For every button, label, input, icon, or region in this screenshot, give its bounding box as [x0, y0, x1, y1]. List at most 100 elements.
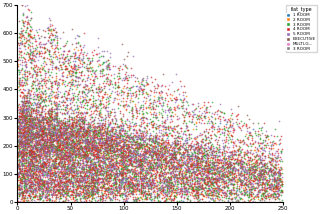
Point [83, 129, 88, 132]
Point [140, 168, 145, 172]
Point [64, 134, 69, 137]
Point [210, 182, 215, 185]
Point [125, 153, 131, 157]
Point [51, 127, 56, 130]
Point [253, 150, 259, 154]
Point [275, 178, 280, 181]
Point [117, 184, 122, 188]
Point [188, 177, 193, 181]
Point [242, 150, 247, 153]
Point [205, 163, 210, 166]
Point [251, 174, 256, 178]
Point [51, 122, 56, 125]
Point [30, 169, 35, 172]
Point [16, 110, 21, 114]
Point [147, 144, 152, 147]
Point [67, 168, 72, 171]
Point [112, 153, 117, 156]
Point [168, 152, 173, 156]
Point [97, 141, 102, 144]
Point [48, 71, 53, 74]
Point [92, 126, 98, 130]
Point [195, 114, 200, 117]
Point [146, 172, 151, 176]
Point [60, 120, 66, 124]
Point [57, 135, 62, 138]
Point [19, 184, 24, 187]
Point [87, 162, 92, 165]
Point [248, 190, 253, 193]
Point [136, 171, 141, 175]
Point [215, 169, 220, 172]
Point [264, 186, 269, 190]
Point [110, 126, 115, 129]
Point [217, 161, 222, 165]
Point [94, 171, 99, 174]
Point [223, 159, 228, 162]
Point [126, 139, 131, 143]
Point [234, 158, 239, 161]
Point [17, 180, 22, 184]
Point [36, 145, 42, 149]
Point [200, 187, 205, 190]
Point [20, 179, 25, 183]
Point [185, 189, 190, 193]
Point [255, 183, 260, 186]
Point [21, 120, 27, 123]
Point [47, 135, 52, 139]
Point [80, 80, 85, 83]
Point [95, 147, 100, 150]
Point [243, 168, 248, 172]
Point [60, 82, 65, 85]
Point [192, 175, 197, 178]
Point [76, 150, 81, 154]
Point [27, 154, 32, 157]
Point [76, 113, 81, 116]
Point [79, 134, 84, 137]
Point [211, 172, 216, 175]
Point [94, 187, 99, 190]
Point [108, 199, 113, 202]
Point [108, 150, 113, 153]
Point [233, 166, 238, 170]
Point [29, 140, 35, 144]
Point [43, 170, 48, 173]
Point [68, 126, 73, 129]
Point [53, 162, 59, 165]
Point [228, 166, 233, 169]
Point [204, 169, 209, 172]
Point [110, 158, 115, 161]
Point [97, 127, 102, 131]
Point [207, 146, 212, 149]
Point [44, 165, 49, 169]
Point [127, 180, 132, 184]
Point [61, 134, 66, 137]
Point [18, 155, 23, 158]
Point [77, 178, 83, 182]
Point [48, 197, 53, 200]
Point [94, 174, 100, 177]
Point [132, 187, 137, 190]
Point [52, 153, 57, 157]
Point [61, 172, 67, 175]
Point [33, 138, 38, 141]
Point [40, 132, 45, 136]
Point [22, 140, 27, 144]
Point [92, 140, 97, 144]
Point [248, 171, 253, 175]
Point [62, 162, 67, 166]
Point [89, 176, 94, 179]
Point [109, 129, 114, 133]
Point [82, 120, 87, 123]
Point [136, 112, 141, 115]
Point [106, 155, 111, 159]
Point [126, 180, 131, 184]
Point [55, 133, 60, 136]
Point [191, 128, 196, 131]
Point [20, 126, 25, 130]
Point [22, 110, 27, 113]
Point [199, 138, 204, 141]
Point [44, 128, 49, 132]
Point [26, 144, 31, 148]
Point [43, 104, 48, 107]
